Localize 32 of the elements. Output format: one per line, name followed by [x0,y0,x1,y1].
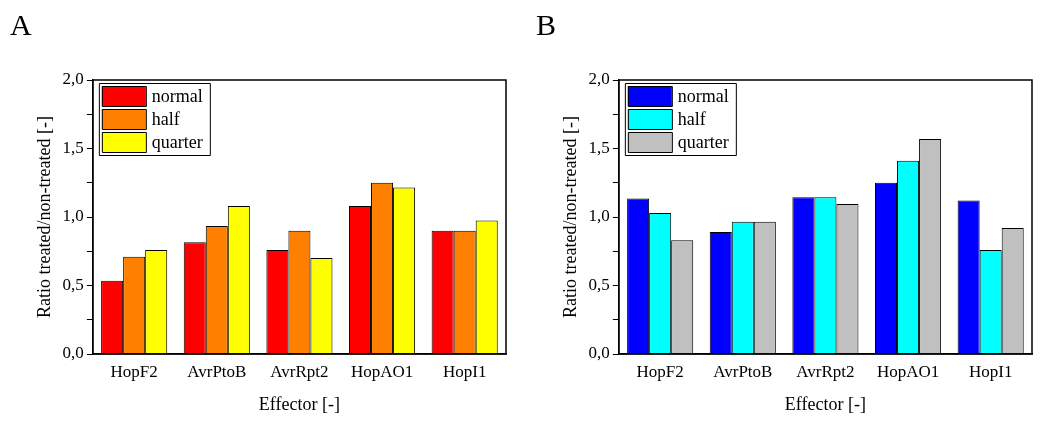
x-tick-label: HopF2 [636,361,684,381]
y-tick-label: 2,0 [62,69,84,89]
legend-label: quarter [677,131,729,152]
x-tick-label: HopAO1 [350,361,414,381]
legend-label: quarter [151,131,203,152]
x-tick-label: AvrPtoB [187,361,247,381]
y-tick-label: 1,5 [588,137,610,157]
x-tick-label: HopI1 [442,361,487,381]
legend-label: half [151,108,180,129]
y-tick-label: 1,0 [588,206,610,226]
legend-label: normal [151,85,203,106]
y-tick-label: 0,5 [62,274,84,294]
y-tick-label: 0,0 [588,343,610,363]
legend-label: half [677,108,706,129]
legend-label: normal [677,85,729,106]
x-tick-label: AvrRpt2 [796,361,855,381]
chart-title: A [10,8,32,42]
y-tick-label: 1,5 [62,137,84,157]
x-tick-label: AvrPtoB [713,361,773,381]
x-tick-label: HopF2 [110,361,158,381]
y-tick-label: 1,0 [62,206,84,226]
y-tick-label: 2,0 [588,69,610,89]
x-tick-label: AvrRpt2 [270,361,329,381]
x-tick-label: HopAO1 [876,361,940,381]
y-axis-title: Ratio treated/non-treated [-] [33,116,54,318]
y-axis-title: Ratio treated/non-treated [-] [559,116,580,318]
y-tick-label: 0,0 [62,343,84,363]
x-tick-label: HopI1 [968,361,1013,381]
y-tick-label: 0,5 [588,274,610,294]
chart-title: B [536,8,557,42]
x-axis-title: Effector [-] [784,393,866,414]
x-axis-title: Effector [-] [258,393,340,414]
